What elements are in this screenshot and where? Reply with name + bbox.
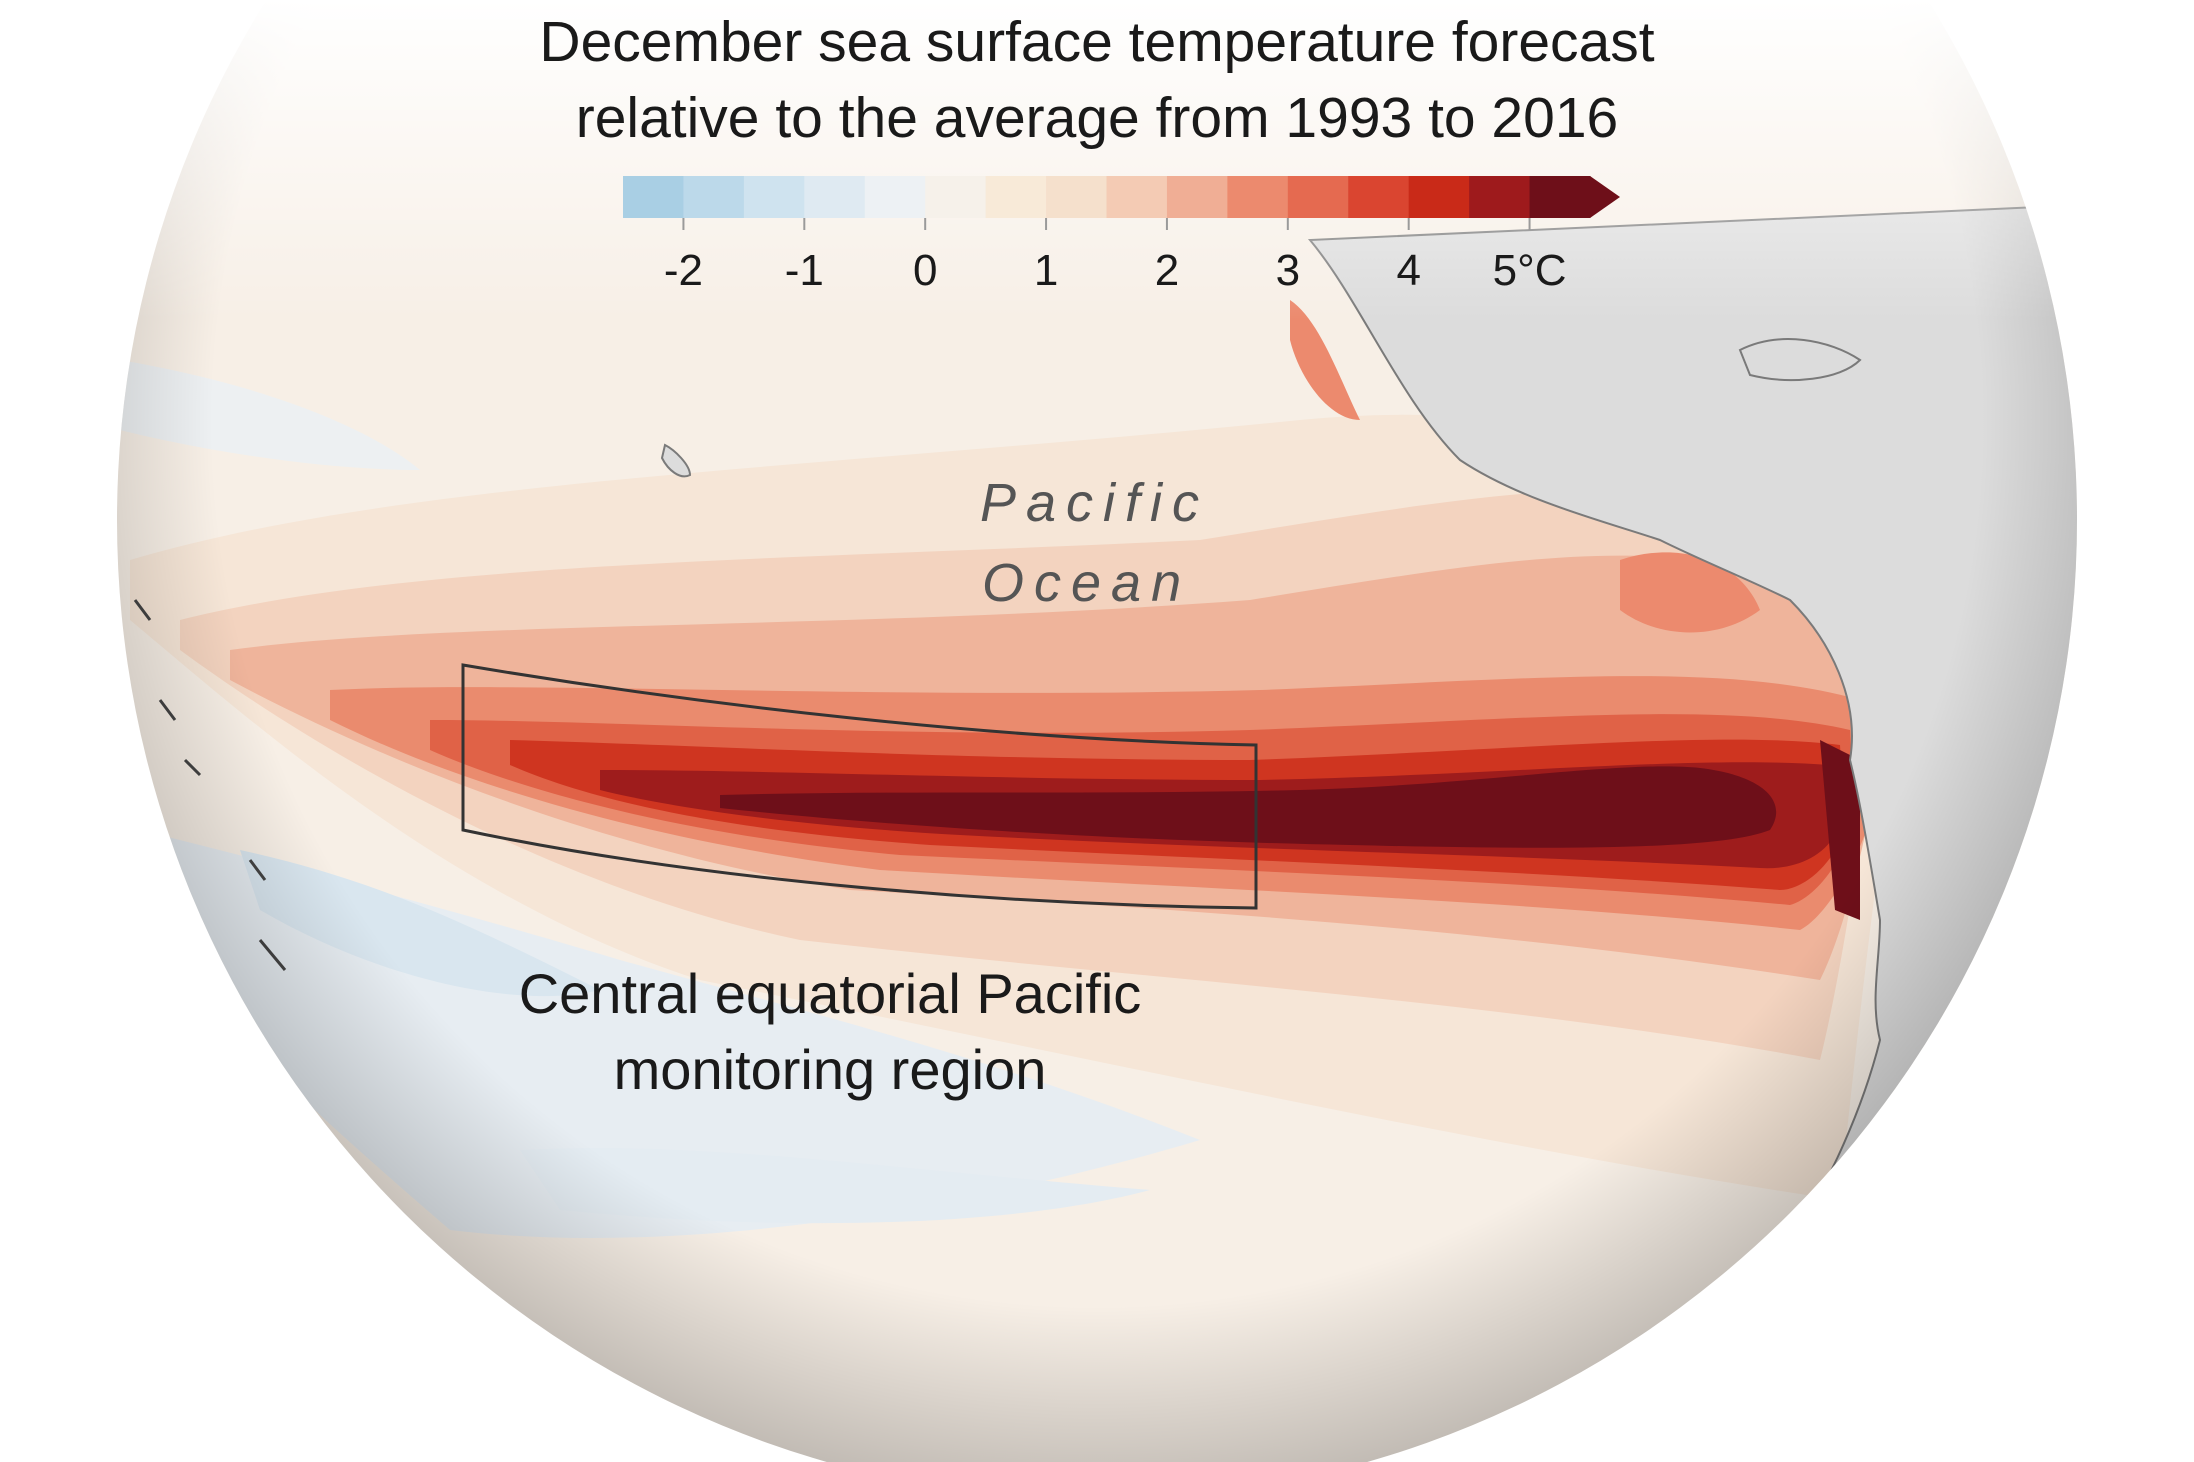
ocean-label-line-1: Pacific [980, 473, 1210, 533]
legend-tick-label: 0 [912, 246, 938, 295]
legend-bin-11 [1287, 176, 1349, 218]
legend-bin-2 [743, 176, 805, 218]
chart-title-line-2: relative to the average from 1993 to 201… [575, 86, 1619, 150]
legend-tick-label: -2 [663, 246, 703, 295]
legend-bin-12 [1348, 176, 1410, 218]
legend-bin-1 [683, 176, 745, 218]
legend-bin-3 [804, 176, 866, 218]
legend-overflow-arrow [1590, 176, 1620, 218]
legend-bin-0 [623, 176, 684, 218]
legend-tick-label: 1 [1033, 246, 1059, 295]
globe-shading [117, 0, 2077, 1462]
legend-bin-5 [925, 176, 987, 218]
legend-bin-7 [1046, 176, 1107, 218]
legend-tick-label: 2 [1154, 246, 1180, 295]
region-label-line-1: Central equatorial Pacific [518, 962, 1142, 1025]
legend-tick-label: 4 [1396, 246, 1421, 295]
legend-tick-label: 3 [1275, 246, 1301, 295]
chart-title-line-1: December sea surface temperature forecas… [539, 10, 1655, 74]
legend-bin-14 [1469, 176, 1531, 218]
region-label-line-2: monitoring region [613, 1038, 1047, 1101]
globe-top-fade [0, 0, 2194, 320]
legend-tick-label: 5°C [1492, 246, 1567, 295]
legend-bin-9 [1166, 176, 1228, 218]
legend-bin-8 [1106, 176, 1168, 218]
ocean-label-line-2: Ocean [982, 553, 1192, 613]
monitoring-region-box [461, 663, 1258, 910]
legend-bin-13 [1408, 176, 1470, 218]
legend-bin-4 [864, 176, 926, 218]
legend-colorbar [623, 176, 1620, 230]
legend-tick-label: -1 [784, 246, 824, 295]
legend-bin-15 [1529, 176, 1591, 218]
legend-bin-6 [985, 176, 1047, 218]
legend-bin-10 [1227, 176, 1289, 218]
